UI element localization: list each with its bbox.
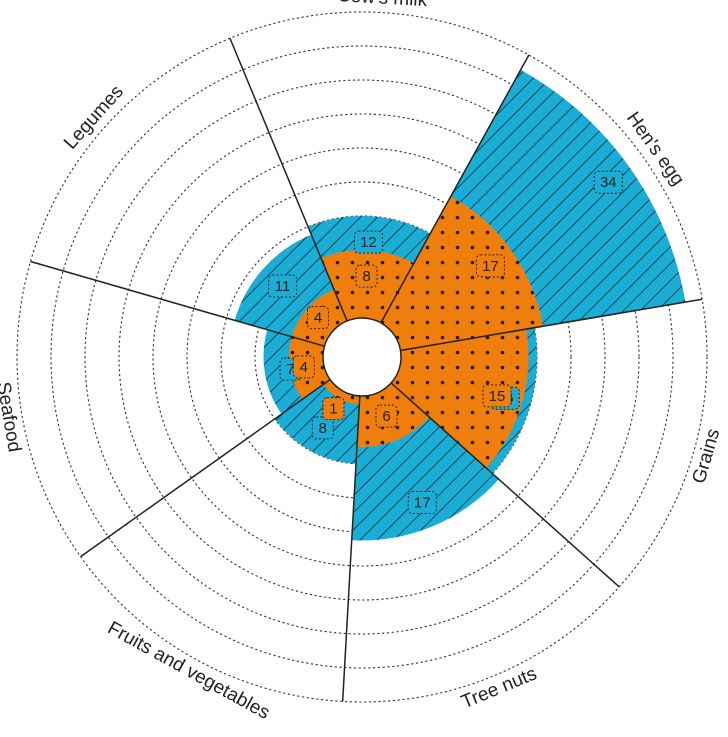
category-label-4: Tree nuts: [458, 663, 540, 713]
grid-ring: [152, 147, 572, 567]
series-2-pattern-2: [380, 196, 543, 351]
grid-ring: [118, 113, 606, 601]
grid-ring: [50, 45, 674, 669]
svg-text:4: 4: [300, 359, 308, 376]
svg-text:6: 6: [382, 408, 390, 425]
category-label-5: Fruits and vegetables: [104, 618, 273, 724]
category-divider: [380, 54, 530, 324]
series-2-pattern-5: [323, 379, 360, 405]
category-divider: [390, 382, 620, 588]
category-divider: [80, 378, 331, 558]
svg-text:11: 11: [275, 278, 291, 295]
category-label-3: Grains: [689, 426, 725, 486]
category-dividers: [30, 37, 703, 702]
series-2-pattern-3: [391, 329, 529, 468]
category-divider: [30, 260, 325, 347]
center-hole: [322, 317, 402, 397]
value-label-series-2-6: 4: [292, 355, 315, 379]
category-label-6: Seafood: [0, 380, 25, 453]
value-label-series-1-5: 8: [311, 416, 334, 440]
svg-text:8: 8: [362, 268, 370, 285]
svg-text:15: 15: [489, 388, 506, 405]
value-label-series-2-7: 4: [307, 306, 330, 330]
svg-text:17: 17: [414, 494, 431, 511]
value-label-series-1-2: 34: [593, 170, 623, 194]
category-label-7: Legumes: [60, 81, 128, 153]
svg-text:7: 7: [286, 361, 294, 378]
category-divider: [400, 298, 703, 352]
svg-text:4: 4: [314, 310, 322, 327]
category-divider: [229, 37, 348, 322]
grid-ring: [16, 11, 708, 703]
value-label-series-1-1: 12: [353, 230, 383, 254]
series-wedges: [234, 69, 686, 541]
svg-text:1: 1: [329, 401, 337, 418]
value-label-series-2-2: 17: [475, 254, 505, 278]
grid-ring: [84, 79, 640, 635]
svg-text:17: 17: [482, 258, 499, 275]
svg-text:8: 8: [319, 420, 327, 437]
category-divider: [341, 395, 361, 702]
value-label-series-1-7: 11: [268, 274, 298, 298]
category-label-1: Cow's milk: [337, 0, 429, 11]
svg-text:34: 34: [600, 174, 617, 191]
value-label-series-1-4: 17: [407, 491, 437, 515]
value-label-series-2-1: 8: [355, 264, 378, 288]
svg-text:12: 12: [360, 234, 377, 251]
value-label-series-2-3: 15: [482, 384, 512, 408]
value-labels: 123416178711817156144: [268, 170, 623, 515]
value-label-series-2-4: 6: [375, 404, 398, 428]
value-label-series-2-5: 1: [322, 397, 345, 421]
